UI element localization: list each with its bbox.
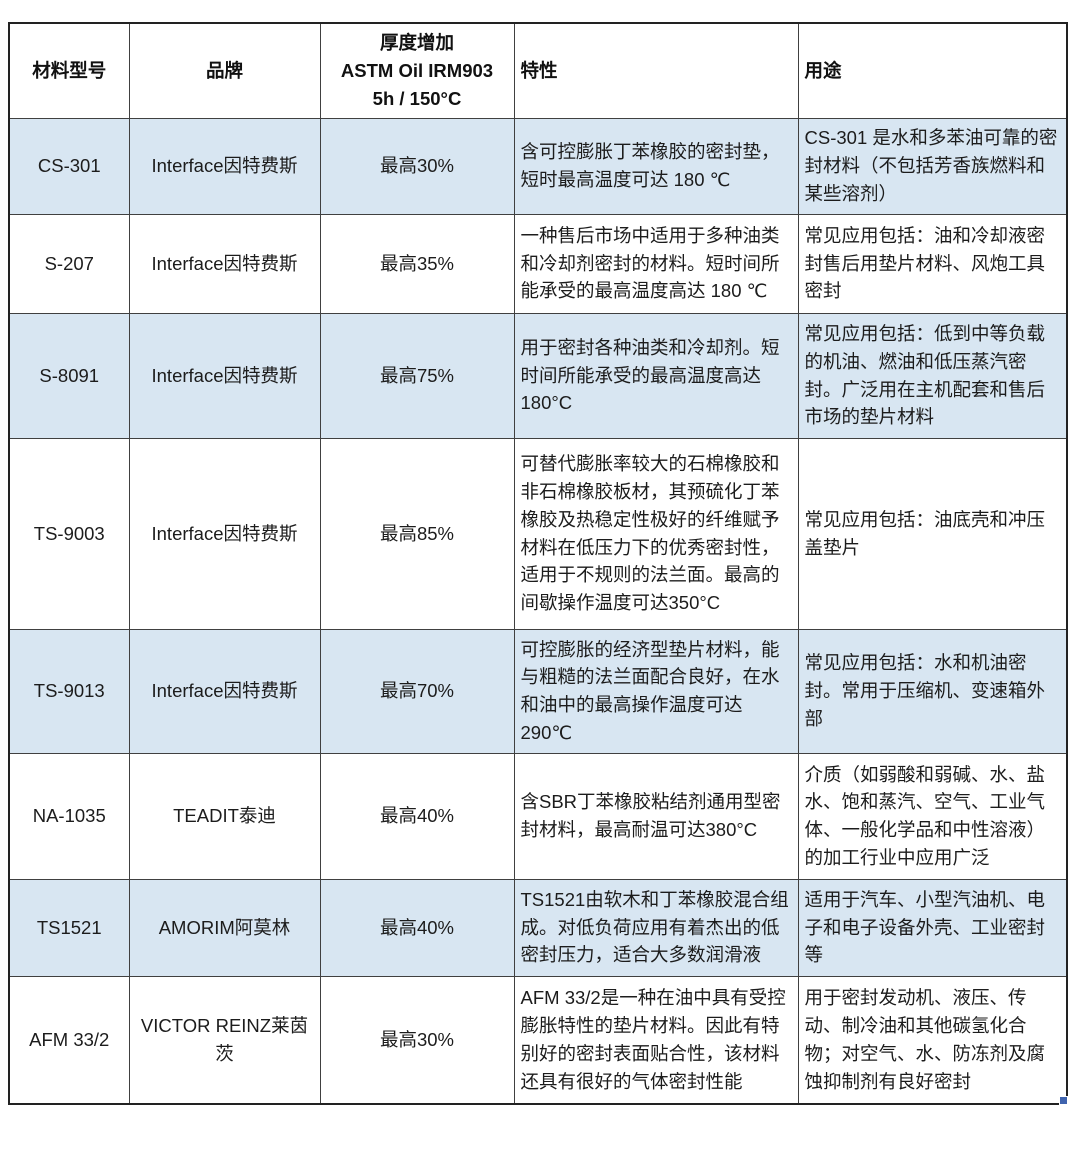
- cell-material-model: CS-301: [8, 117, 130, 215]
- cell-thickness: 最高75%: [319, 312, 515, 439]
- cell-uses: CS-301 是水和多苯油可靠的密封材料（不包括芳香族燃料和某些溶剂）: [797, 117, 1068, 215]
- materials-table: 材料型号 品牌 厚度增加 ASTM Oil IRM903 5h / 150°C …: [8, 22, 1068, 1105]
- cell-material-model: TS-9003: [8, 437, 130, 630]
- col-header-features: 特性: [513, 22, 799, 119]
- cell-features: 一种售后市场中适用于多种油类和冷却剂密封的材料。短时间所能承受的最高温度高达 1…: [513, 213, 799, 314]
- cell-uses: 常见应用包括：低到中等负载的机油、燃油和低压蒸汽密封。广泛用在主机配套和售后市场…: [797, 312, 1068, 439]
- cell-uses: 常见应用包括：油和冷却液密封售后用垫片材料、风炮工具密封: [797, 213, 1068, 314]
- table-row: NA-1035 TEADIT泰迪 最高40% 含SBR丁苯橡胶粘结剂通用型密封材…: [8, 752, 1068, 880]
- cell-uses: 用于密封发动机、液压、传动、制冷油和其他碳氢化合物；对空气、水、防冻剂及腐蚀抑制…: [797, 975, 1068, 1105]
- cell-thickness: 最高30%: [319, 975, 515, 1105]
- cell-features: 可控膨胀的经济型垫片材料，能与粗糙的法兰面配合良好，在水和油中的最高操作温度可达…: [513, 628, 799, 754]
- cell-features: TS1521由软木和丁苯橡胶混合组成。对低负荷应用有着杰出的低密封压力，适合大多…: [513, 878, 799, 977]
- col-header-material-model: 材料型号: [8, 22, 130, 119]
- cell-brand: AMORIM阿莫林: [128, 878, 321, 977]
- table-row: TS1521 AMORIM阿莫林 最高40% TS1521由软木和丁苯橡胶混合组…: [8, 878, 1068, 977]
- cell-material-model: NA-1035: [8, 752, 130, 880]
- cell-features: 用于密封各种油类和冷却剂。短时间所能承受的最高温度高达 180°C: [513, 312, 799, 439]
- cell-brand: Interface因特费斯: [128, 628, 321, 754]
- cell-material-model: S-207: [8, 213, 130, 314]
- col-header-thickness-increase: 厚度增加 ASTM Oil IRM903 5h / 150°C: [319, 22, 515, 119]
- table-row: S-8091 Interface因特费斯 最高75% 用于密封各种油类和冷却剂。…: [8, 312, 1068, 439]
- cell-uses: 适用于汽车、小型汽油机、电子和电子设备外壳、工业密封等: [797, 878, 1068, 977]
- cell-thickness: 最高70%: [319, 628, 515, 754]
- table-row: TS-9003 Interface因特费斯 最高85% 可替代膨胀率较大的石棉橡…: [8, 437, 1068, 630]
- cell-brand: Interface因特费斯: [128, 213, 321, 314]
- cell-material-model: TS1521: [8, 878, 130, 977]
- cell-thickness: 最高40%: [319, 878, 515, 977]
- fill-handle: [1059, 1096, 1068, 1105]
- cell-thickness: 最高30%: [319, 117, 515, 215]
- cell-brand: Interface因特费斯: [128, 312, 321, 439]
- cell-uses: 常见应用包括：油底壳和冲压盖垫片: [797, 437, 1068, 630]
- table-row: AFM 33/2 VICTOR REINZ莱茵茨 最高30% AFM 33/2是…: [8, 975, 1068, 1105]
- cell-features: 含可控膨胀丁苯橡胶的密封垫，短时最高温度可达 180 ℃: [513, 117, 799, 215]
- cell-brand: Interface因特费斯: [128, 117, 321, 215]
- cell-brand: VICTOR REINZ莱茵茨: [128, 975, 321, 1105]
- cell-thickness: 最高40%: [319, 752, 515, 880]
- cell-material-model: AFM 33/2: [8, 975, 130, 1105]
- cell-material-model: TS-9013: [8, 628, 130, 754]
- table-row: CS-301 Interface因特费斯 最高30% 含可控膨胀丁苯橡胶的密封垫…: [8, 117, 1068, 215]
- cell-brand: TEADIT泰迪: [128, 752, 321, 880]
- cell-uses: 介质（如弱酸和弱碱、水、盐水、饱和蒸汽、空气、工业气体、一般化学品和中性溶液）的…: [797, 752, 1068, 880]
- cell-features: 可替代膨胀率较大的石棉橡胶和非石棉橡胶板材，其预硫化丁苯橡胶及热稳定性极好的纤维…: [513, 437, 799, 630]
- header-row: 材料型号 品牌 厚度增加 ASTM Oil IRM903 5h / 150°C …: [8, 22, 1068, 119]
- cell-material-model: S-8091: [8, 312, 130, 439]
- table-body: CS-301 Interface因特费斯 最高30% 含可控膨胀丁苯橡胶的密封垫…: [8, 117, 1068, 1105]
- cell-features: AFM 33/2是一种在油中具有受控膨胀特性的垫片材料。因此有特别好的密封表面贴…: [513, 975, 799, 1105]
- cell-uses: 常见应用包括：水和机油密封。常用于压缩机、变速箱外部: [797, 628, 1068, 754]
- cell-thickness: 最高85%: [319, 437, 515, 630]
- cell-features: 含SBR丁苯橡胶粘结剂通用型密封材料，最高耐温可达380°C: [513, 752, 799, 880]
- table-row: TS-9013 Interface因特费斯 最高70% 可控膨胀的经济型垫片材料…: [8, 628, 1068, 754]
- table-header: 材料型号 品牌 厚度增加 ASTM Oil IRM903 5h / 150°C …: [8, 22, 1068, 119]
- col-header-brand: 品牌: [128, 22, 321, 119]
- cell-brand: Interface因特费斯: [128, 437, 321, 630]
- cell-thickness: 最高35%: [319, 213, 515, 314]
- table-row: S-207 Interface因特费斯 最高35% 一种售后市场中适用于多种油类…: [8, 213, 1068, 314]
- col-header-uses: 用途: [797, 22, 1068, 119]
